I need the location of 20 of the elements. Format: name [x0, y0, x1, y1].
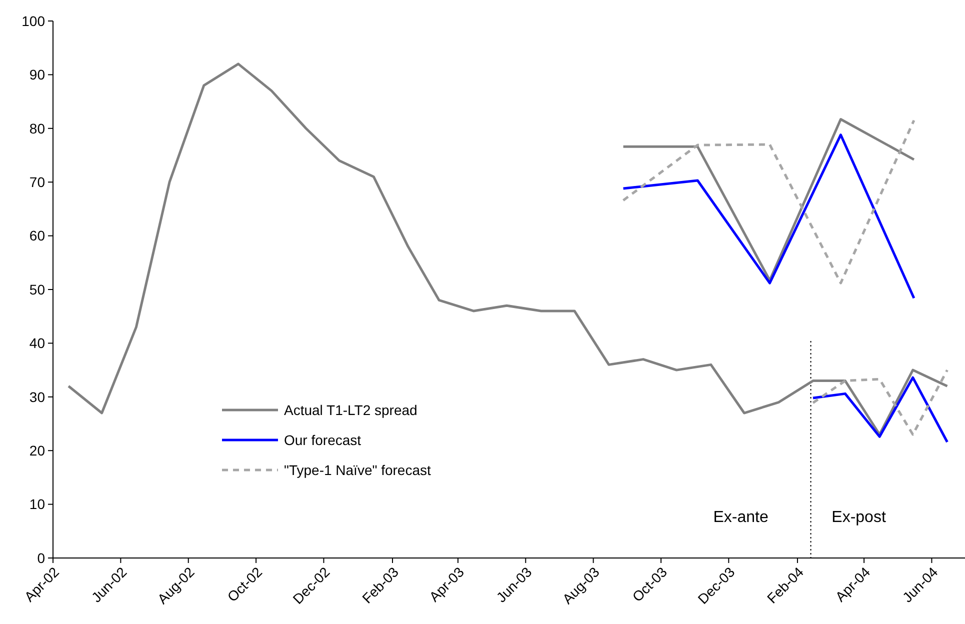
y-tick-label: 10	[29, 496, 46, 512]
y-tick-label: 0	[37, 550, 46, 566]
y-tick-label: 50	[29, 281, 46, 298]
y-tick-label: 60	[29, 228, 46, 244]
annotation: Ex-post	[832, 509, 886, 526]
annotation: Ex-ante	[713, 509, 768, 526]
legend-label: "Type-1 Naïve" forecast	[284, 462, 431, 478]
y-tick-label: 70	[29, 174, 46, 190]
y-tick-label: 20	[29, 442, 46, 458]
y-tick-label: 100	[22, 12, 46, 29]
y-tick-label: 30	[29, 388, 46, 405]
line-series	[812, 368, 948, 436]
line-series	[812, 376, 948, 444]
legend-label: Our forecast	[284, 432, 362, 448]
y-tick-label: 80	[29, 120, 46, 136]
y-tick-label: 90	[29, 66, 46, 83]
line-series	[67, 62, 948, 436]
legend-label: Actual T1-LT2 spread	[284, 402, 418, 418]
line-series	[622, 134, 916, 300]
y-tick-label: 40	[29, 335, 46, 352]
